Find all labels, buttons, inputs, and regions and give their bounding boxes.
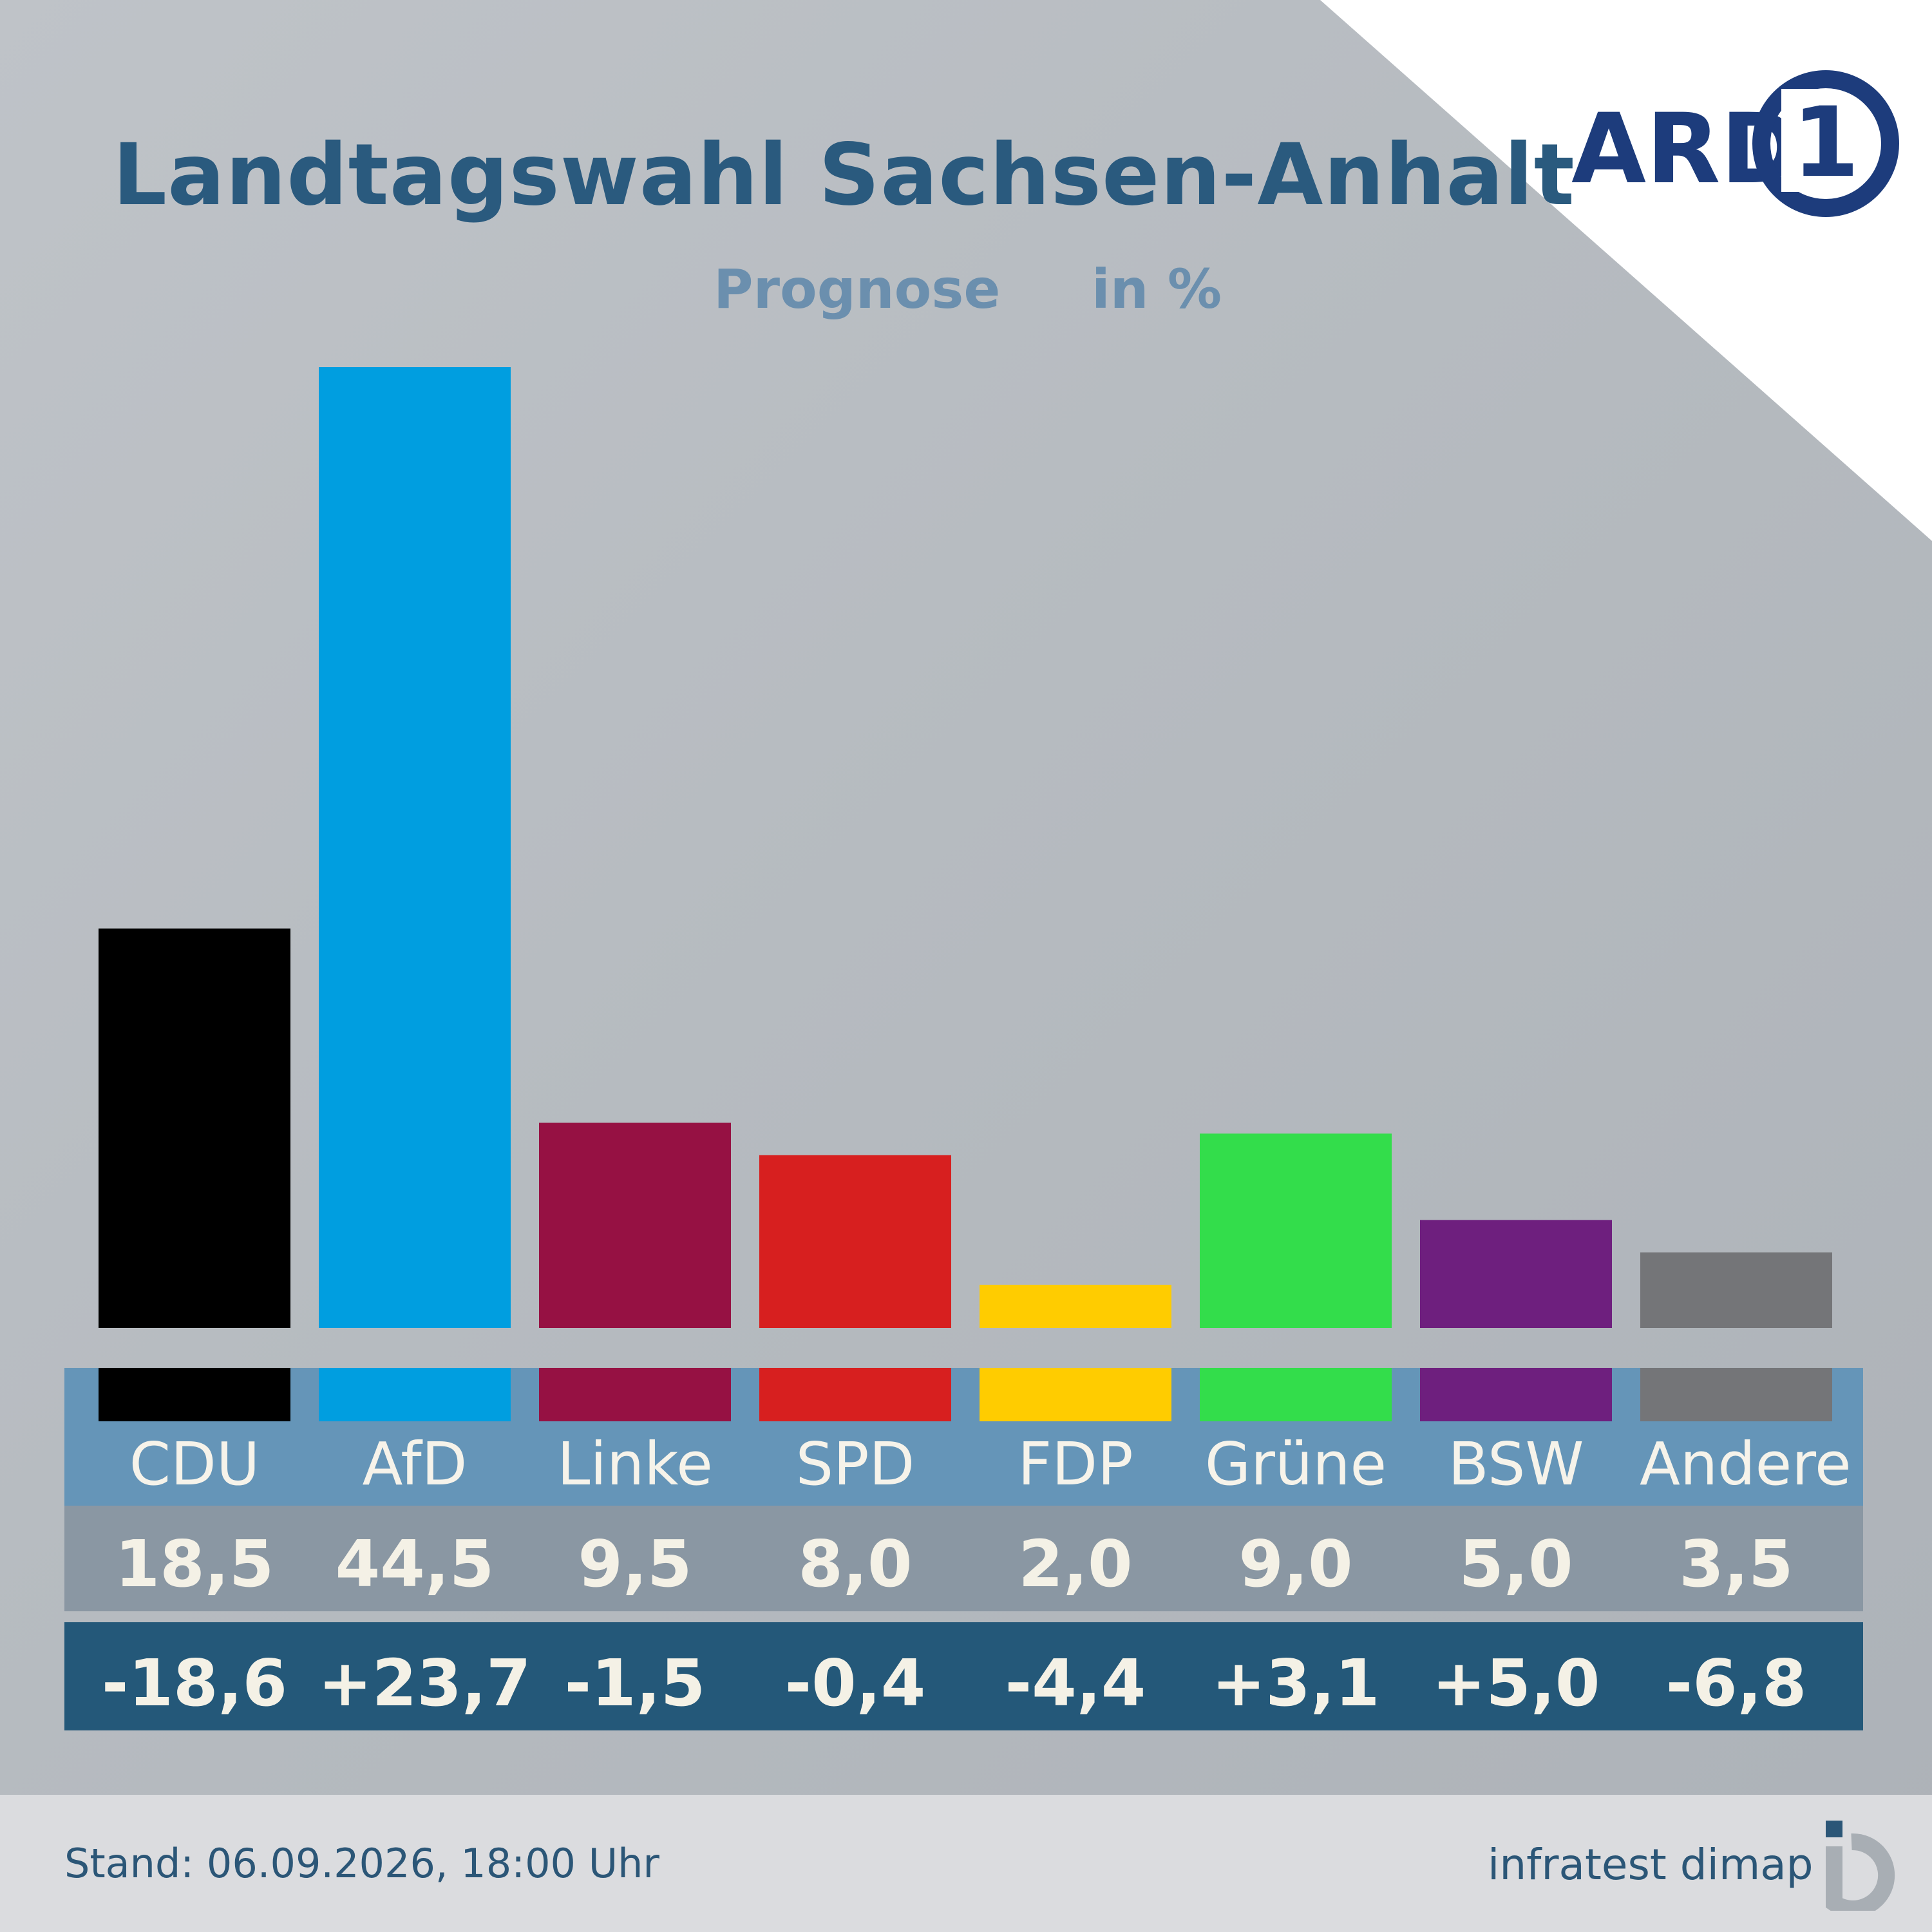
ard-logo-gap [1781,89,1826,192]
ard-logo-badge: 1 [1792,87,1859,199]
bar-base-afd [319,1368,511,1421]
change-label-fdp: -4,4 [1005,1645,1146,1721]
party-label-andere: Andere [1640,1430,1852,1499]
value-label-bsw: 5,0 [1459,1526,1573,1602]
bar-base-fdp [980,1368,1171,1421]
change-label-linke: -1,5 [564,1645,706,1721]
change-label-afd: +23,7 [318,1645,531,1721]
party-label-linke: Linke [557,1430,713,1499]
ard-logo: ARD 1 [1571,70,1899,217]
ard-logo-ring [1752,70,1899,217]
value-label-cdu: 18,5 [115,1526,274,1602]
chart-subtitle: Prognose [714,258,1001,321]
bar-andere [1640,1252,1832,1328]
change-band [64,1622,1863,1730]
change-label-spd: -0,4 [784,1645,926,1721]
bar-cdu [99,928,290,1328]
change-label-gruene: +3,1 [1211,1645,1380,1721]
party-label-fdp: FDP [1018,1430,1133,1499]
bar-bsw [1420,1220,1612,1328]
value-label-gruene: 9,0 [1238,1526,1353,1602]
party-label-spd: SPD [795,1430,915,1499]
footer: Stand: 06.09.2026, 18:00 Uhr infratest d… [0,1795,1932,1932]
party-label-gruene: Grüne [1204,1430,1387,1499]
value-label-spd: 8,0 [798,1526,913,1602]
bar-afd [319,367,511,1328]
infratest-logo [1826,1821,1895,1911]
change-label-bsw: +5,0 [1432,1645,1600,1721]
change-label-andere: -6,8 [1665,1645,1807,1721]
value-label-fdp: 2,0 [1018,1526,1133,1602]
bar-base-linke [539,1368,731,1421]
value-band [64,1506,1863,1611]
bar-fdp [980,1284,1171,1328]
change-label-cdu: -18,6 [101,1645,288,1721]
bar-base-andere [1640,1368,1832,1421]
bar-base-cdu [99,1368,290,1421]
party-label-cdu: CDU [129,1430,260,1499]
value-label-afd: 44,5 [335,1526,495,1602]
bar-spd [759,1155,951,1328]
party-label-bsw: BSW [1448,1430,1584,1499]
bar-linke [539,1122,731,1328]
bar-gruene [1200,1133,1392,1328]
bar-base-bsw [1420,1368,1612,1421]
timestamp: Stand: 06.09.2026, 18:00 Uhr [64,1840,659,1887]
party-label-afd: AfD [362,1430,468,1499]
value-label-andere: 3,5 [1679,1526,1794,1602]
value-label-linke: 9,5 [578,1526,692,1602]
source-label: infratest dimap [1488,1840,1814,1889]
bar-base-spd [759,1368,951,1421]
chart-title: Landtagswahl Sachsen-Anhalt [113,126,1575,225]
bar-base-gruene [1200,1368,1392,1421]
chart-unit: in % [1092,258,1222,321]
